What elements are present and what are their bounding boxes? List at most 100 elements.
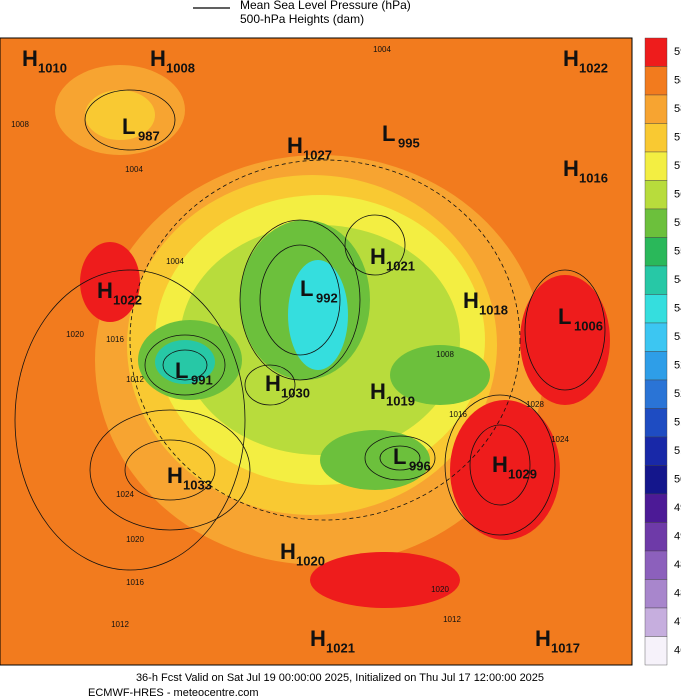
center-value: 1020 (296, 553, 325, 568)
center-letter: H (265, 371, 281, 396)
isobar-label: 1024 (551, 435, 569, 444)
colorbar-swatch (644, 37, 668, 67)
center-value: 1006 (574, 318, 603, 333)
isobar-label: 1028 (526, 400, 544, 409)
center-letter: H (463, 288, 479, 313)
isobar-label: 1020 (126, 535, 144, 544)
colorbar-swatch (644, 66, 668, 96)
center-letter: H (97, 278, 113, 303)
center-value: 1033 (183, 477, 212, 492)
isobar-label: 1012 (111, 620, 129, 629)
center-value: 992 (316, 290, 338, 305)
center-value: 995 (398, 135, 420, 150)
center-letter: L (382, 121, 395, 146)
colorbar-swatch (644, 579, 668, 609)
colorbar-swatch (644, 265, 668, 295)
center-value: 1019 (386, 393, 415, 408)
isobar-label: 1016 (126, 578, 144, 587)
colorbar-tick-label: 528 (674, 360, 681, 372)
isobar-label: 1004 (166, 257, 184, 266)
colorbar-swatch (644, 379, 668, 409)
legend-label: 500-hPa Heights (dam) (240, 12, 364, 26)
isobar-label: 1008 (11, 120, 29, 129)
colorbar-swatch (644, 237, 668, 267)
center-letter: L (300, 276, 313, 301)
isobar-label: 1024 (116, 490, 134, 499)
colorbar-swatch (644, 522, 668, 552)
colorbar-tick-label: 480 (674, 588, 681, 600)
center-value: 1010 (38, 60, 67, 75)
colorbar-swatch (644, 294, 668, 324)
colorbar-tick-label: 486 (674, 559, 681, 571)
colorbar-tick-label: 564 (674, 189, 681, 201)
colorbar-tick-label: 516 (674, 417, 681, 429)
center-value: 991 (191, 372, 213, 387)
colorbar-swatch (644, 123, 668, 153)
colorbar-tick-label: 582 (674, 103, 681, 115)
colorbar-swatch (644, 465, 668, 495)
isobar-label: 1012 (443, 615, 461, 624)
legend-label: Mean Sea Level Pressure (hPa) (240, 0, 411, 12)
center-value: 1016 (579, 170, 608, 185)
footer-text: ECMWF-HRES - meteocentre.com (88, 687, 259, 699)
center-value: 1021 (326, 640, 355, 655)
colorbar-tick-label: 504 (674, 474, 681, 486)
center-value: 1029 (508, 466, 537, 481)
isobar-label: 1008 (436, 350, 454, 359)
center-letter: L (558, 304, 571, 329)
center-letter: L (393, 444, 406, 469)
colorbar-swatch (644, 408, 668, 438)
isobar-label: 1016 (106, 335, 124, 344)
isobar-label: 1020 (431, 585, 449, 594)
center-value: 1022 (579, 60, 608, 75)
center-value: 1027 (303, 147, 332, 162)
center-value: 987 (138, 128, 160, 143)
center-letter: H (150, 46, 166, 71)
colorbar-tick-label: 522 (674, 388, 681, 400)
colorbar-tick-label: 594 (674, 46, 681, 58)
colorbar-tick-label: 498 (674, 502, 681, 514)
center-letter: H (22, 46, 38, 71)
center-letter: H (563, 46, 579, 71)
colorbar-tick-label: 576 (674, 132, 681, 144)
center-value: 1017 (551, 640, 580, 655)
colorbar-swatch (644, 636, 668, 666)
center-letter: H (167, 463, 183, 488)
center-value: 1008 (166, 60, 195, 75)
center-letter: H (310, 626, 326, 651)
isobar-label: 1012 (126, 375, 144, 384)
colorbar-tick-label: 492 (674, 531, 681, 543)
colorbar-tick-label: 540 (674, 303, 681, 315)
colorbar-swatch (644, 436, 668, 466)
colorbar-tick-label: 558 (674, 217, 681, 229)
colorbar-tick-label: 588 (674, 75, 681, 87)
center-letter: H (535, 626, 551, 651)
colorbar-swatch (644, 351, 668, 381)
colorbar-swatch (644, 208, 668, 238)
colorbar-tick-label: 552 (674, 246, 681, 258)
colorbar-swatch (644, 180, 668, 210)
isobar-label: 1004 (373, 45, 391, 54)
center-value: 1030 (281, 385, 310, 400)
colorbar-tick-label: 510 (674, 445, 681, 457)
center-letter: H (370, 244, 386, 269)
isobar-label: 1004 (125, 165, 143, 174)
map (0, 38, 632, 665)
center-value: 996 (409, 458, 431, 473)
isobar-label: 1020 (66, 330, 84, 339)
colorbar-tick-label: 570 (674, 160, 681, 172)
center-letter: H (287, 133, 303, 158)
colorbar-swatch (644, 322, 668, 352)
colorbar-swatch (644, 493, 668, 523)
colorbar-swatch (644, 94, 668, 124)
center-value: 1021 (386, 258, 415, 273)
footer-text: 36-h Fcst Valid on Sat Jul 19 00:00:00 2… (136, 672, 544, 684)
colorbar-swatch (644, 151, 668, 181)
center-letter: H (563, 156, 579, 181)
colorbar-swatch (644, 550, 668, 580)
center-letter: H (280, 539, 296, 564)
center-letter: L (175, 358, 188, 383)
center-letter: L (122, 114, 135, 139)
center-value: 1018 (479, 302, 508, 317)
